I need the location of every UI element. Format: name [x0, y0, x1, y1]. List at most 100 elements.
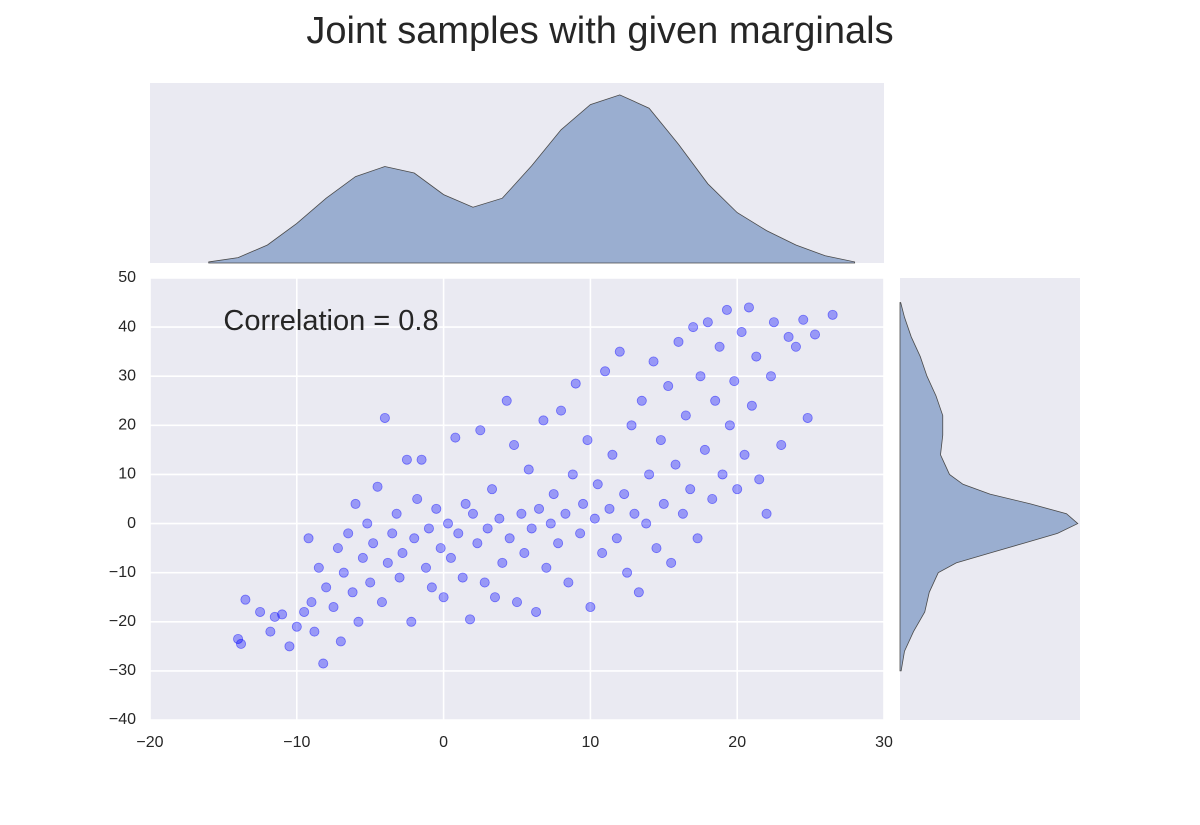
point — [467, 508, 478, 519]
point — [465, 614, 476, 625]
point — [651, 543, 662, 554]
point — [265, 626, 276, 637]
point — [526, 523, 537, 534]
point — [636, 395, 647, 406]
point — [318, 658, 329, 669]
point — [472, 538, 483, 549]
point — [607, 449, 618, 460]
point — [321, 582, 332, 593]
x-tick-label: 0 — [439, 734, 448, 751]
point — [350, 498, 361, 509]
point — [368, 538, 379, 549]
point — [365, 577, 376, 588]
point — [519, 548, 530, 559]
point — [714, 341, 725, 352]
grid — [149, 277, 885, 721]
point — [614, 346, 625, 357]
point — [426, 582, 437, 593]
x-tick-label: 30 — [875, 734, 893, 751]
point — [776, 439, 787, 450]
y-tick-label: 30 — [118, 367, 136, 384]
point — [721, 304, 732, 315]
point — [548, 489, 559, 500]
point — [707, 493, 718, 504]
point — [382, 557, 393, 568]
point — [438, 592, 449, 603]
point — [754, 474, 765, 485]
point — [332, 543, 343, 554]
point — [695, 371, 706, 382]
point — [538, 415, 549, 426]
y-tick-label: −10 — [109, 564, 136, 581]
point — [335, 636, 346, 647]
point — [343, 528, 354, 539]
point — [512, 597, 523, 608]
point — [622, 567, 633, 578]
point — [600, 366, 611, 377]
point — [394, 572, 405, 583]
point — [240, 594, 251, 605]
point — [641, 518, 652, 529]
x-tick-label: 20 — [728, 734, 746, 751]
point — [611, 533, 622, 544]
point — [299, 606, 310, 617]
point — [736, 327, 747, 338]
density-area — [899, 302, 1079, 672]
point — [563, 577, 574, 588]
point — [233, 633, 244, 644]
point — [450, 432, 461, 443]
point — [597, 548, 608, 559]
point — [460, 498, 471, 509]
point — [802, 412, 813, 423]
point — [435, 543, 446, 554]
point — [475, 425, 486, 436]
point — [303, 533, 314, 544]
point — [644, 469, 655, 480]
point — [688, 322, 699, 333]
point — [453, 528, 464, 539]
point — [487, 484, 498, 495]
point — [379, 412, 390, 423]
point — [710, 395, 721, 406]
point — [269, 611, 280, 622]
point — [531, 606, 542, 617]
point — [768, 317, 779, 328]
point — [677, 508, 688, 519]
main-panel — [150, 278, 884, 720]
point — [420, 562, 431, 573]
point — [578, 498, 589, 509]
point — [357, 552, 368, 563]
point — [626, 420, 637, 431]
point — [255, 606, 266, 617]
point — [409, 533, 420, 544]
point — [443, 518, 454, 529]
point — [556, 405, 567, 416]
annotation: Correlation = 0.8 — [223, 305, 438, 337]
point — [553, 538, 564, 549]
point — [504, 533, 515, 544]
point — [397, 548, 408, 559]
point — [479, 577, 490, 588]
point — [306, 597, 317, 608]
point — [746, 400, 757, 411]
point — [277, 609, 288, 620]
point — [457, 572, 468, 583]
point — [810, 329, 821, 340]
point — [604, 503, 615, 514]
point — [827, 309, 838, 320]
point — [567, 469, 578, 480]
point — [501, 395, 512, 406]
point — [585, 602, 596, 613]
point — [751, 351, 762, 362]
point — [376, 597, 387, 608]
point — [362, 518, 373, 529]
point — [401, 454, 412, 465]
point — [582, 435, 593, 446]
point — [699, 444, 710, 455]
y-tick-label: −20 — [109, 613, 136, 630]
point — [284, 641, 295, 652]
point — [575, 528, 586, 539]
point — [633, 587, 644, 598]
